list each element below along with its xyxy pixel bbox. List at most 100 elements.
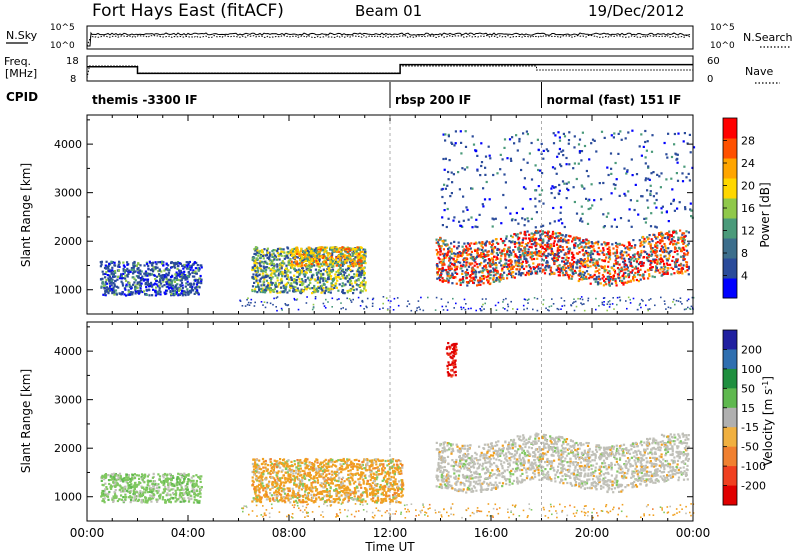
power-echo-cell: [463, 220, 465, 222]
power-echo-cell: [122, 262, 124, 264]
power-echo-cell: [331, 265, 333, 267]
power-echo-cell: [145, 283, 147, 285]
power-echo-cell: [481, 310, 483, 312]
power-echo-cell: [123, 293, 125, 295]
power-echo-cell: [538, 185, 540, 187]
power-echo-cell: [360, 255, 362, 257]
power-echo-cell: [685, 245, 687, 247]
power-echo-cell: [129, 294, 131, 296]
power-echo-cell: [281, 275, 283, 277]
power-echo-cell: [559, 246, 561, 248]
power-echo-cell: [573, 186, 575, 188]
power-echo-cell: [353, 273, 355, 275]
power-echo-cell: [473, 243, 475, 245]
power-echo-cell: [503, 147, 505, 149]
power-echo-cell: [537, 139, 539, 141]
power-echo-cell: [128, 282, 130, 284]
power-echo-cell: [504, 263, 506, 265]
power-echo-cell: [442, 240, 444, 242]
power-echo-cell: [603, 280, 605, 282]
power-echo-cell: [608, 255, 610, 257]
power-echo-cell: [532, 255, 534, 257]
power-echo-cell: [263, 276, 265, 278]
nsky-label: N.Sky: [6, 29, 38, 42]
power-echo-cell: [108, 263, 110, 265]
power-echo-cell: [518, 264, 520, 266]
power-echo-cell: [317, 282, 319, 284]
power-echo-cell: [648, 299, 650, 301]
power-echo-cell: [247, 304, 249, 306]
power-echo-cell: [684, 270, 686, 272]
power-echo-cell: [579, 139, 581, 141]
power-echo-cell: [518, 251, 520, 253]
power-echo-cell: [518, 260, 520, 262]
velocity-echo-cell: [190, 498, 192, 500]
power-echo-cell: [510, 158, 512, 160]
power-echo-cell: [252, 266, 254, 268]
power-echo-cell: [562, 239, 564, 241]
power-echo-cell: [453, 216, 455, 218]
power-echo-cell: [593, 258, 595, 260]
power-echo-cell: [478, 271, 480, 273]
power-echo-cell: [362, 290, 364, 292]
power-echo-cell: [269, 259, 271, 261]
power-echo-cell: [352, 285, 354, 287]
power-echo-cell: [485, 156, 487, 158]
power-echo-cell: [398, 305, 400, 307]
power-echo-cell: [200, 282, 202, 284]
power-echo-cell: [364, 251, 366, 253]
power-echo-cell: [102, 273, 104, 275]
power-echo-cell: [113, 282, 115, 284]
power-echo-cell: [167, 268, 169, 270]
power-echo-cell: [613, 136, 615, 138]
power-echo-cell: [501, 269, 503, 271]
power-echo-cell: [590, 254, 592, 256]
power-echo-cell: [614, 252, 616, 254]
power-echo-cell: [328, 267, 330, 269]
power-echo-cell: [463, 243, 465, 245]
power-echo-cell: [656, 260, 658, 262]
power-echo-cell: [320, 255, 322, 257]
power-echo-cell: [688, 173, 690, 175]
power-echo-cell: [105, 271, 107, 273]
power-echo-cell: [443, 184, 445, 186]
power-colorbar-cell: [723, 118, 737, 139]
power-echo-cell: [665, 308, 667, 310]
power-echo-cell: [475, 310, 477, 312]
power-echo-cell: [311, 265, 313, 267]
power-echo-cell: [612, 303, 614, 305]
power-echo-cell: [320, 263, 322, 265]
power-echo-cell: [564, 236, 566, 238]
power-echo-cell: [587, 223, 589, 225]
power-echo-cell: [497, 243, 499, 245]
power-echo-cell: [187, 294, 189, 296]
power-echo-cell: [278, 255, 280, 257]
power-echo-cell: [646, 189, 648, 191]
power-echo-cell: [610, 152, 612, 154]
power-echo-cell: [360, 246, 362, 248]
power-echo-cell: [462, 246, 464, 248]
power-echo-cell: [340, 257, 342, 259]
power-echo-cell: [465, 303, 467, 305]
power-echo-cell: [330, 275, 332, 277]
power-echo-cell: [626, 255, 628, 257]
power-echo-cell: [347, 281, 349, 283]
power-echo-cell: [502, 277, 504, 279]
power-echo-cell: [505, 181, 507, 183]
power-echo-cell: [470, 247, 472, 249]
power-echo-cell: [646, 236, 648, 238]
power-echo-cell: [637, 214, 639, 216]
velocity-echo-cell: [107, 474, 109, 476]
power-echo-cell: [171, 293, 173, 295]
power-echo-cell: [654, 262, 656, 264]
power-echo-cell: [602, 213, 604, 215]
power-echo-cell: [650, 251, 652, 253]
velocity-echo-cell: [106, 488, 108, 490]
power-echo-cell: [579, 220, 581, 222]
power-echo-cell: [466, 277, 468, 279]
power-echo-cell: [501, 250, 503, 252]
power-echo-cell: [147, 283, 149, 285]
power-echo-cell: [325, 280, 327, 282]
velocity-echo-cell: [141, 487, 143, 489]
power-echo-cell: [465, 245, 467, 247]
